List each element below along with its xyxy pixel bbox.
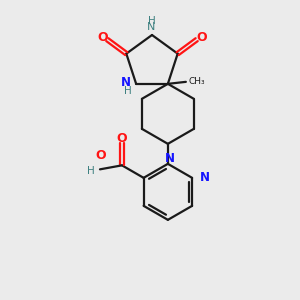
Text: N: N: [165, 152, 175, 165]
Text: O: O: [97, 31, 108, 44]
Text: O: O: [96, 149, 106, 162]
Text: CH₃: CH₃: [189, 77, 206, 86]
Text: O: O: [196, 31, 207, 44]
Text: N: N: [121, 76, 131, 89]
Text: N: N: [147, 22, 155, 32]
Text: H: H: [87, 166, 95, 176]
Text: O: O: [117, 132, 127, 145]
Text: H: H: [148, 16, 156, 26]
Text: N: N: [200, 171, 210, 184]
Text: H: H: [124, 86, 132, 96]
